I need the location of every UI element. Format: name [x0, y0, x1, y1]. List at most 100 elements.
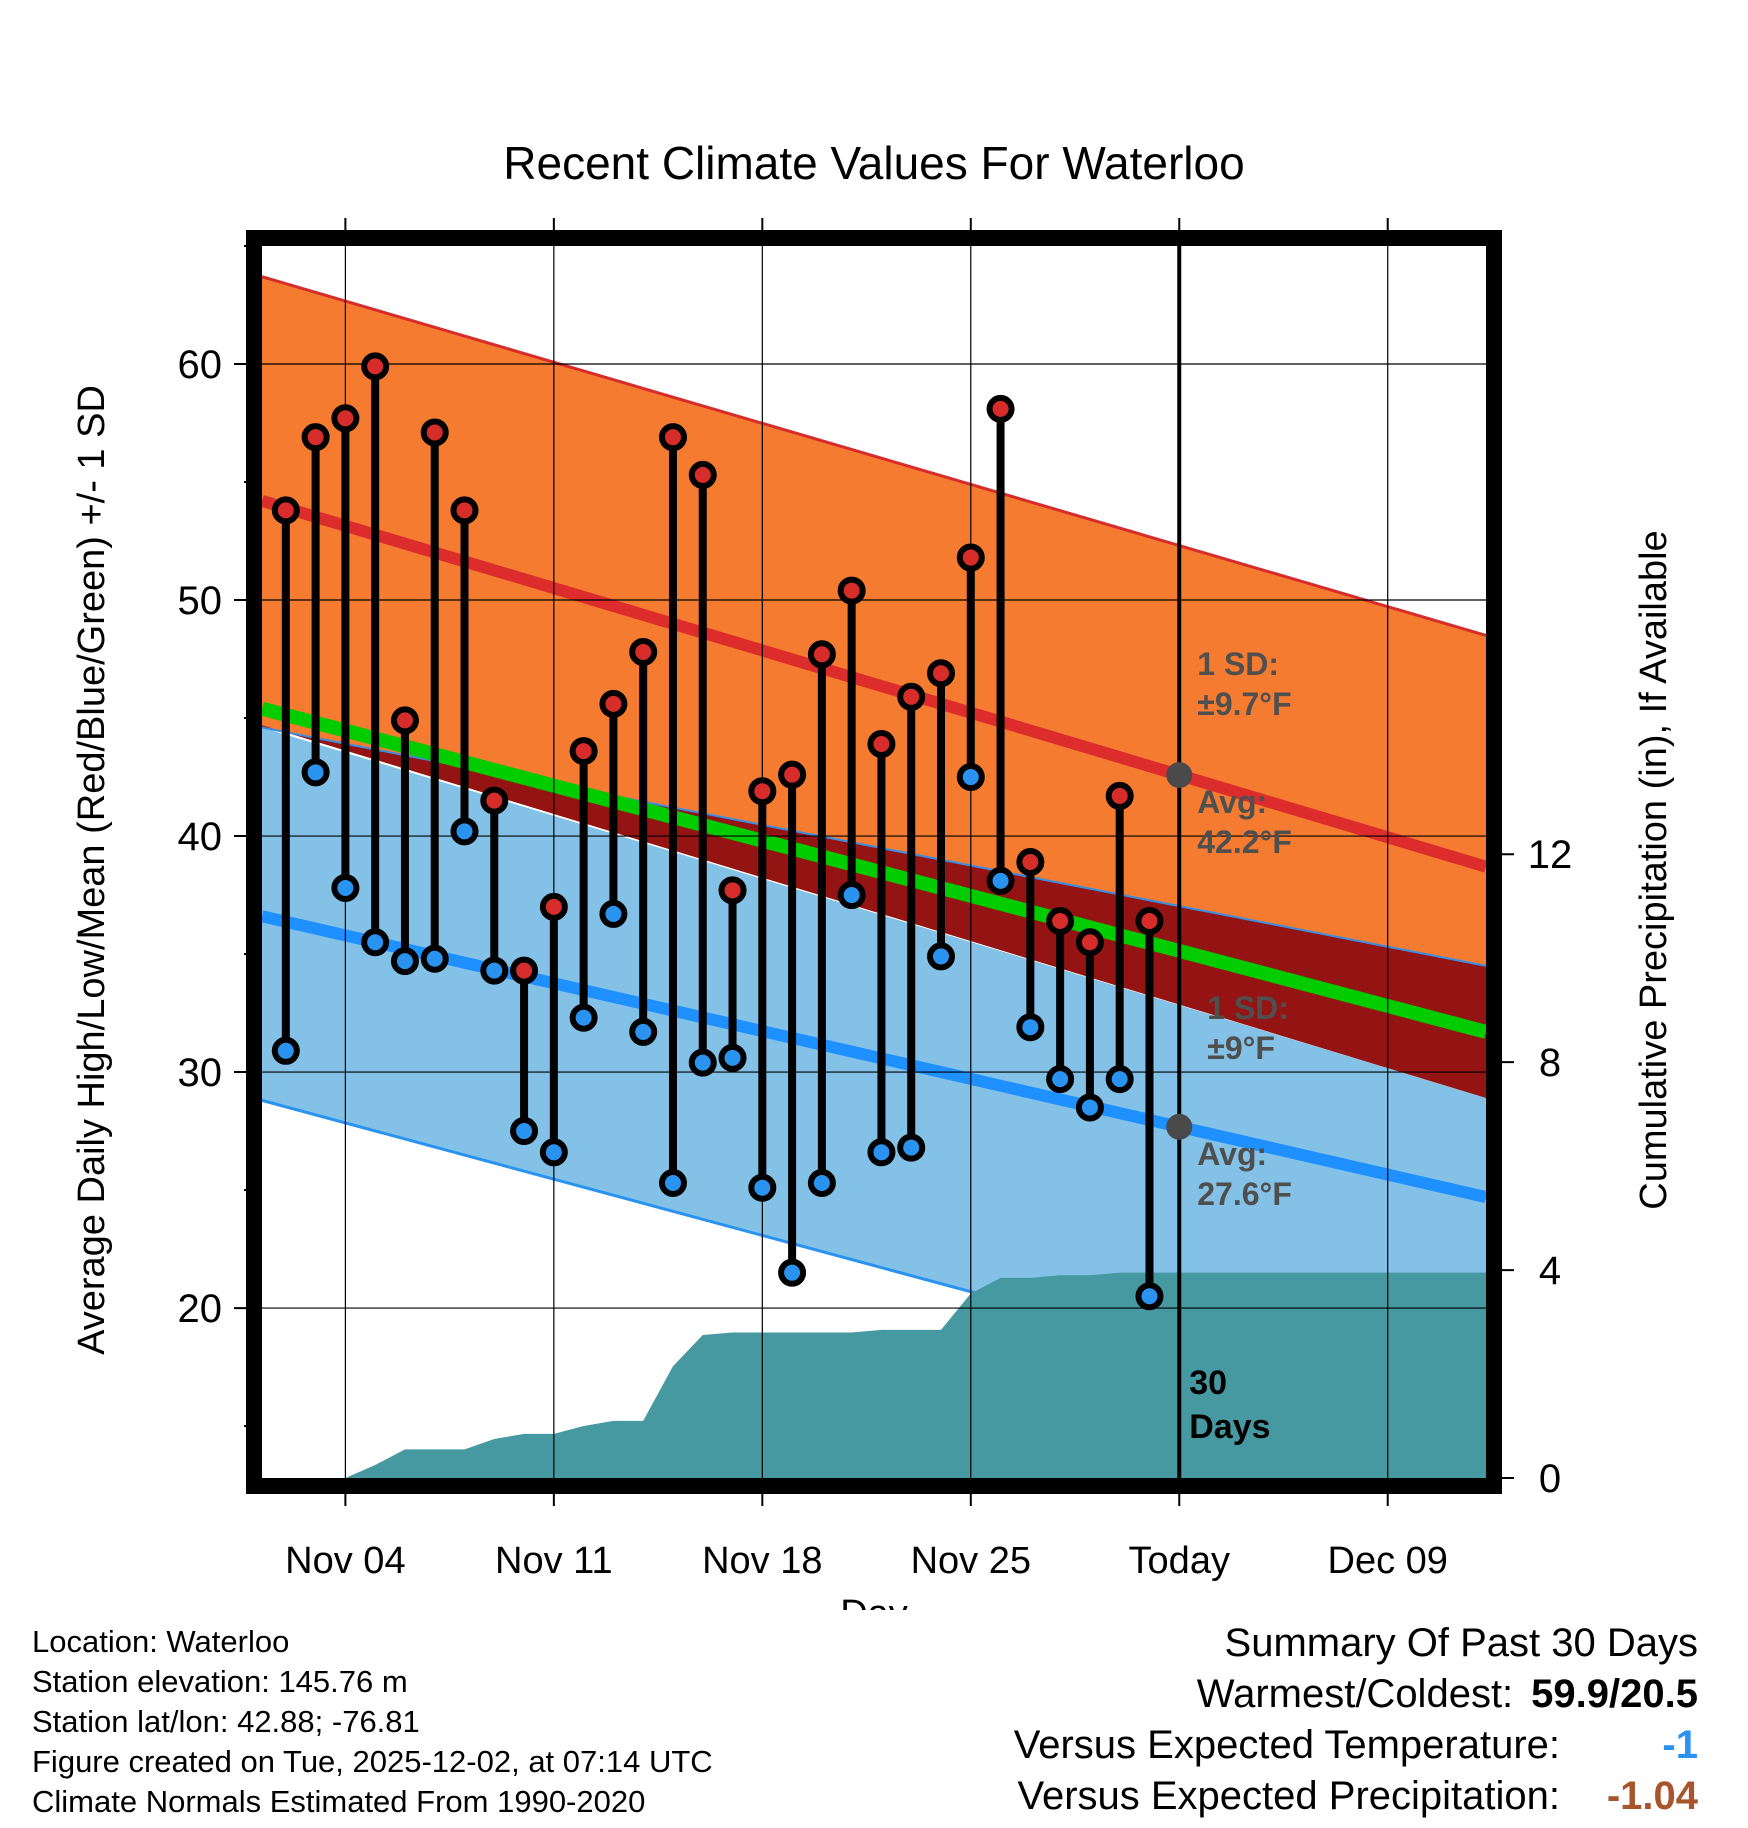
y-axis-label: Average Daily High/Low/Mean (Red/Blue/Gr… — [71, 385, 113, 1355]
y2-axis-label: Cumulative Precipitation (in), If Availa… — [1633, 530, 1675, 1209]
info-elevation: Station elevation: 145.76 m — [32, 1664, 408, 1699]
daily-high-marker — [1016, 848, 1045, 876]
daily-low-marker — [301, 758, 330, 787]
daily-high-marker — [271, 496, 300, 525]
y2-tick-label: 4 — [1539, 1249, 1561, 1293]
daily-high-marker — [718, 876, 747, 905]
daily-low-marker — [1105, 1065, 1134, 1094]
summary-precip-row: Versus Expected Precipitation: -1.04 — [1014, 1771, 1698, 1822]
y2-tick-label: 0 — [1539, 1457, 1561, 1501]
daily-low-marker — [867, 1138, 896, 1167]
daily-high-marker — [569, 737, 598, 766]
x-tick-label: Today — [1129, 1540, 1230, 1582]
warmest-value: 59.9/20.5 — [1531, 1672, 1698, 1716]
info-location: Location: Waterloo — [32, 1624, 290, 1659]
y-tick-label: 50 — [178, 579, 223, 623]
low-normal-today-marker — [1166, 1113, 1193, 1140]
daily-high-marker — [897, 682, 926, 711]
daily-low-marker — [837, 881, 866, 910]
daily-low-marker — [956, 763, 985, 792]
summary-warmest-row: Warmest/Coldest: 59.9/20.5 — [1014, 1669, 1698, 1720]
daily-low-marker — [1016, 1013, 1045, 1042]
low-avg-label: Avg: — [1197, 1136, 1267, 1172]
x-tick-label: Nov 04 — [285, 1540, 405, 1582]
precip-value: -1.04 — [1606, 1774, 1698, 1818]
chart-title: Recent Climate Values For Waterloo — [503, 137, 1244, 189]
daily-low-marker — [450, 817, 479, 846]
daily-high-marker — [837, 576, 866, 605]
info-created: Figure created on Tue, 2025-12-02, at 07… — [32, 1744, 713, 1779]
temp-label: Versus Expected Temperature: — [1013, 1723, 1560, 1767]
daily-low-marker — [1046, 1065, 1075, 1094]
daily-high-marker — [658, 423, 687, 452]
x-axis-label: Day — [840, 1593, 908, 1610]
summary-panel: Summary Of Past 30 Days Warmest/Coldest:… — [1014, 1618, 1698, 1822]
daily-low-marker — [420, 944, 449, 973]
high-sd-value: ±9.7°F — [1197, 686, 1291, 722]
warmest-label: Warmest/Coldest: — [1196, 1672, 1514, 1716]
daily-low-marker — [688, 1048, 717, 1077]
daily-low-marker — [599, 899, 628, 928]
daily-high-marker — [956, 543, 985, 572]
days-label-line1: 30 — [1189, 1364, 1227, 1402]
daily-low-marker — [718, 1043, 747, 1072]
daily-high-marker — [480, 786, 509, 815]
days-label-line2: Days — [1189, 1408, 1270, 1446]
daily-high-marker — [539, 892, 568, 921]
daily-high-marker — [867, 729, 896, 758]
high-avg-label: Avg: — [1197, 784, 1267, 820]
y-tick-label: 60 — [178, 343, 223, 387]
daily-low-marker — [331, 873, 360, 902]
daily-high-marker — [361, 352, 390, 381]
x-tick-label: Dec 09 — [1328, 1540, 1448, 1582]
y2-tick-label: 12 — [1528, 833, 1573, 877]
low-normal-line — [260, 910, 1488, 1203]
high-sd-label: 1 SD: — [1197, 646, 1279, 682]
low-sd-value: ±9°F — [1207, 1030, 1275, 1066]
daily-high-marker — [748, 777, 777, 806]
daily-low-marker — [480, 956, 509, 985]
climate-chart: Recent Climate Values For Waterloo 1 SD:… — [71, 137, 1675, 1610]
daily-low-marker — [569, 1003, 598, 1032]
daily-low-marker — [897, 1133, 926, 1162]
daily-low-marker — [510, 1117, 539, 1146]
daily-low-marker — [629, 1017, 658, 1046]
daily-high-marker — [1046, 907, 1075, 936]
daily-high-marker — [629, 637, 658, 666]
daily-low-marker — [927, 942, 956, 971]
summary-temp-row: Versus Expected Temperature: -1 — [1014, 1720, 1698, 1771]
daily-high-marker — [331, 404, 360, 433]
daily-low-marker — [271, 1036, 300, 1065]
high-avg-value: 42.2°F — [1197, 824, 1292, 860]
daily-low-marker — [658, 1168, 687, 1197]
y-tick-label: 20 — [178, 1287, 223, 1331]
high-upper-line — [261, 275, 1487, 637]
daily-high-marker — [450, 496, 479, 525]
daily-low-marker — [1135, 1282, 1164, 1311]
daily-high-marker — [510, 956, 539, 985]
daily-low-marker — [748, 1173, 777, 1202]
y2-tick-label: 8 — [1539, 1041, 1561, 1085]
daily-low-marker — [539, 1138, 568, 1167]
y-tick-label: 40 — [178, 815, 223, 859]
temp-value: -1 — [1662, 1723, 1698, 1767]
daily-high-marker — [778, 760, 807, 789]
daily-high-marker — [1105, 781, 1134, 810]
daily-high-marker — [420, 418, 449, 447]
x-tick-label: Nov 18 — [702, 1540, 822, 1582]
daily-high-marker — [688, 460, 717, 489]
daily-high-marker — [986, 394, 1015, 423]
daily-high-marker — [1135, 907, 1164, 936]
daily-low-marker — [807, 1168, 836, 1197]
daily-low-marker — [361, 928, 390, 957]
low-sd-label: 1 SD: — [1207, 990, 1289, 1026]
daily-low-marker — [390, 947, 419, 976]
daily-low-marker — [1075, 1093, 1104, 1122]
summary-title: Summary Of Past 30 Days — [1224, 1621, 1698, 1665]
daily-high-marker — [927, 659, 956, 688]
daily-high-marker — [301, 423, 330, 452]
daily-high-marker — [390, 706, 419, 735]
plot-frame — [246, 230, 1502, 1494]
station-info: Location: Waterloo Station elevation: 14… — [32, 1622, 713, 1822]
daily-low-marker — [986, 866, 1015, 895]
